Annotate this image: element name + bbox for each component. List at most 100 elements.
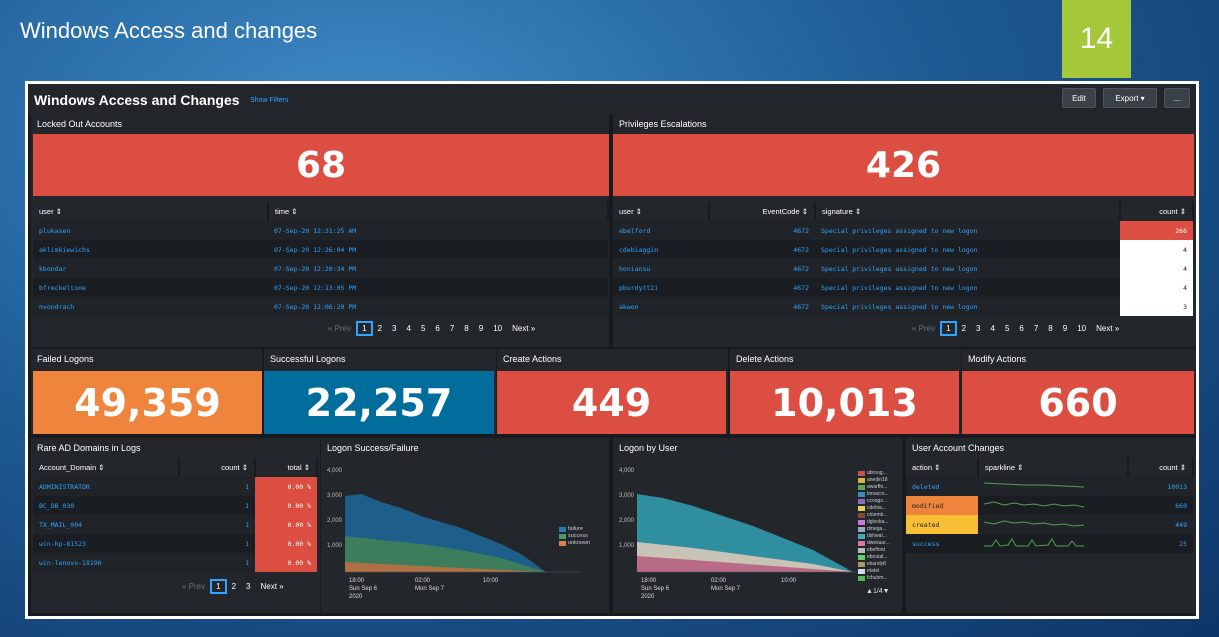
cell-user[interactable]: honiansu <box>613 259 709 278</box>
legend-pager[interactable]: ▲1/4▼ <box>866 588 890 595</box>
cell-signature[interactable]: Special privileges assigned to new logon <box>815 259 1120 278</box>
cell-action[interactable]: created <box>906 515 978 534</box>
col-signature[interactable]: signature ⇕ <box>815 202 1121 221</box>
col-user[interactable]: user ⇕ <box>613 202 710 221</box>
cell-action[interactable]: success <box>906 534 978 553</box>
cell-count[interactable]: 1 <box>179 553 255 572</box>
cell-action[interactable]: modified <box>906 496 978 515</box>
page-10[interactable]: 10 <box>493 324 503 333</box>
cell-signature[interactable]: Special privileges assigned to new logon <box>815 297 1120 316</box>
cell-count[interactable]: 4 <box>1120 259 1193 278</box>
legend-item[interactable]: etatel <box>858 568 890 575</box>
cell-user[interactable]: bfreckeltone <box>33 278 268 297</box>
cell-signature[interactable]: Special privileges assigned to new logon <box>815 278 1120 297</box>
cell-domain[interactable]: ADMINISTRATOR <box>33 477 179 496</box>
cell-signature[interactable]: Special privileges assigned to new logon <box>815 221 1120 240</box>
cell-total[interactable]: 0.00 % <box>255 534 317 553</box>
legend-item[interactable]: eboutal... <box>858 554 890 561</box>
prev-page[interactable]: « Prev <box>912 324 936 333</box>
cell-domain[interactable]: win-hp-81523 <box>33 534 179 553</box>
cell-count[interactable]: 4 <box>1120 278 1193 297</box>
page-9[interactable]: 9 <box>478 324 484 333</box>
cell-user[interactable]: akwon <box>613 297 709 316</box>
cell-time[interactable]: 07-Sep-20 12:20:34 PM <box>268 259 608 278</box>
col-action[interactable]: action ⇕ <box>906 458 979 477</box>
cell-domain[interactable]: BC_DB_030 <box>33 496 179 515</box>
next-page[interactable]: Next » <box>512 324 536 333</box>
page-9[interactable]: 9 <box>1062 324 1068 333</box>
legend-item[interactable]: awarffe... <box>858 484 890 491</box>
cell-count[interactable]: 449 <box>1128 515 1193 534</box>
col-count[interactable]: count ⇕ <box>1120 202 1194 221</box>
legend-item[interactable]: dshwal... <box>858 533 890 540</box>
legend-item[interactable]: unknown <box>559 540 590 546</box>
legend-item[interactable]: ctoomb... <box>858 512 890 519</box>
page-6[interactable]: 6 <box>1019 324 1024 333</box>
page-3[interactable]: 3 <box>976 324 981 333</box>
export-button[interactable]: Export ▾ <box>1103 88 1157 108</box>
cell-count[interactable]: 1 <box>179 534 255 553</box>
page-5[interactable]: 5 <box>1004 324 1010 333</box>
cell-eventcode[interactable]: 4672 <box>709 221 815 240</box>
page-1[interactable]: 1 <box>356 321 373 336</box>
page-7[interactable]: 7 <box>1033 324 1039 333</box>
legend-item[interactable]: dglocka... <box>858 519 890 526</box>
caret-down-icon[interactable]: ▼ <box>882 588 890 595</box>
legend-item[interactable]: ekaroly8 <box>858 561 890 568</box>
cell-time[interactable]: 07-Sep-20 12:13:05 PM <box>268 278 608 297</box>
cell-count[interactable]: 10013 <box>1128 477 1193 496</box>
legend-item[interactable]: dmega... <box>858 526 890 533</box>
page-8[interactable]: 8 <box>1048 324 1053 333</box>
legend-item[interactable]: success <box>559 533 590 539</box>
legend-item[interactable]: ebelford <box>858 547 890 554</box>
caret-up-icon[interactable]: ▲ <box>866 588 873 595</box>
col-time[interactable]: time ⇕ <box>268 202 609 221</box>
cell-count[interactable]: 1 <box>179 477 255 496</box>
cell-count[interactable]: 266 <box>1120 221 1193 240</box>
cell-user[interactable]: ebelford <box>613 221 709 240</box>
page-4[interactable]: 4 <box>990 324 995 333</box>
more-button[interactable]: ... <box>1164 88 1190 108</box>
page-1[interactable]: 1 <box>210 579 227 594</box>
page-5[interactable]: 5 <box>420 324 426 333</box>
col-account-domain[interactable]: Account_Domain ⇕ <box>33 458 180 477</box>
col-count[interactable]: count ⇕ <box>179 458 256 477</box>
legend-item[interactable]: failure <box>559 526 590 532</box>
cell-total[interactable]: 0.00 % <box>255 496 317 515</box>
cell-signature[interactable]: Special privileges assigned to new logon <box>815 240 1120 259</box>
page-10[interactable]: 10 <box>1077 324 1087 333</box>
cell-count[interactable]: 1 <box>179 515 255 534</box>
cell-domain[interactable]: win-lenovo-18196 <box>33 553 179 572</box>
cell-count[interactable]: 1 <box>179 496 255 515</box>
cell-count[interactable]: 3 <box>1120 297 1193 316</box>
next-page[interactable]: Next » <box>260 582 284 591</box>
page-6[interactable]: 6 <box>435 324 440 333</box>
next-page[interactable]: Next » <box>1096 324 1120 333</box>
edit-button[interactable]: Edit <box>1062 88 1096 108</box>
legend-item[interactable]: bmacco... <box>858 491 890 498</box>
cell-eventcode[interactable]: 4672 <box>709 297 815 316</box>
cell-eventcode[interactable]: 4672 <box>709 240 815 259</box>
page-8[interactable]: 8 <box>464 324 469 333</box>
cell-total[interactable]: 0.00 % <box>255 515 317 534</box>
cell-user[interactable]: nvondrach <box>33 297 268 316</box>
legend-item[interactable]: ccoogs... <box>858 498 890 505</box>
cell-user[interactable]: kbondar <box>33 259 268 278</box>
page-7[interactable]: 7 <box>449 324 455 333</box>
cell-count[interactable]: 660 <box>1128 496 1193 515</box>
col-eventcode[interactable]: EventCode ⇕ <box>709 202 816 221</box>
page-2[interactable]: 2 <box>377 324 383 333</box>
cell-count[interactable]: 25 <box>1128 534 1193 553</box>
cell-eventcode[interactable]: 4672 <box>709 259 815 278</box>
cell-count[interactable]: 4 <box>1120 240 1193 259</box>
page-2[interactable]: 2 <box>231 582 237 591</box>
page-3[interactable]: 3 <box>246 582 251 591</box>
cell-user[interactable]: pburdytt2i <box>613 278 709 297</box>
cell-total[interactable]: 0.00 % <box>255 553 317 572</box>
legend-item[interactable]: cdebia... <box>858 505 890 512</box>
page-2[interactable]: 2 <box>961 324 967 333</box>
col-count[interactable]: count ⇕ <box>1128 458 1194 477</box>
cell-user[interactable]: cdebiaggin <box>613 240 709 259</box>
cell-action[interactable]: deleted <box>906 477 978 496</box>
cell-user[interactable]: aklimkiewichs <box>33 240 268 259</box>
